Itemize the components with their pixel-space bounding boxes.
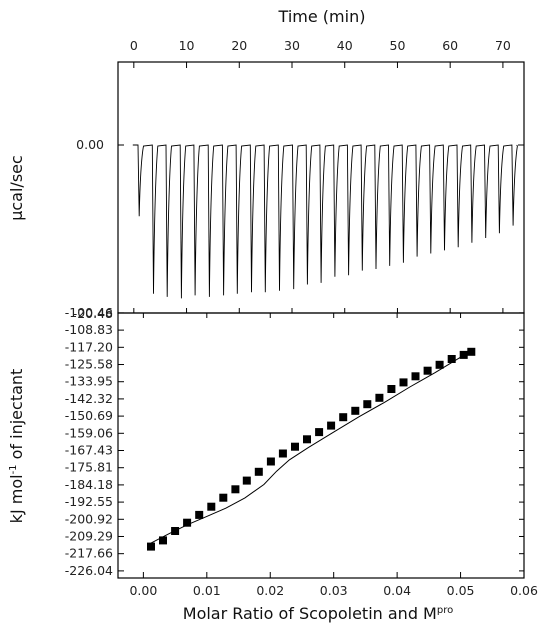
- data-point-square: [159, 536, 167, 545]
- bottom-y-tick-label: -209.29: [65, 528, 113, 543]
- data-point-square: [147, 542, 155, 551]
- bottom-x-tick-label: 0.04: [383, 583, 411, 598]
- data-point-square: [447, 355, 456, 363]
- data-point-square: [219, 493, 228, 502]
- bottom-y-tick-label: -159.06: [65, 425, 113, 440]
- data-point-square: [242, 476, 251, 485]
- bottom-y-tick-label: -175.81: [65, 460, 113, 475]
- top-x-tick-label: 70: [495, 38, 511, 53]
- data-points: [147, 347, 476, 551]
- data-point-square: [339, 413, 348, 422]
- data-point-square: [411, 372, 420, 381]
- top-panel-thermogram: Time (min) µcal/sec 0 10 20 30 40 50 60 70 0.00…: [7, 7, 525, 321]
- bottom-y-axis-title-suffix: of injectant: [7, 369, 26, 465]
- bottom-x-tick-label: 0.05: [447, 583, 475, 598]
- top-y-axis-title: µcal/sec: [7, 155, 26, 221]
- data-point-square: [266, 457, 275, 466]
- bottom-y-tick-label: -125.58: [65, 357, 113, 372]
- bottom-y-tick-label: -192.55: [65, 494, 113, 509]
- top-x-axis-title: Time (min): [278, 7, 366, 26]
- bottom-x-tick-label: 0.02: [256, 583, 284, 598]
- thermogram-trace: [132, 144, 518, 299]
- data-point-square: [278, 449, 287, 458]
- bottom-y-tick-label: -100.46: [65, 305, 113, 320]
- bottom-y-tick-label: -108.83: [65, 322, 113, 337]
- bottom-y-tick-label: -150.69: [65, 408, 113, 423]
- bottom-y-ticks: -100.46 -108.83 -117.20 -125.58 -133.95 -142.…: [65, 305, 524, 578]
- data-point-square: [467, 347, 476, 356]
- bottom-x-ticks: 0.00 0.01 0.02 0.03 0.04 0.05 0.06: [129, 313, 538, 598]
- top-y-ticks: 0.00 -20.48: [73, 137, 524, 321]
- data-point-square: [363, 400, 372, 409]
- bottom-y-tick-label: -167.43: [65, 442, 113, 457]
- data-point-square: [375, 393, 384, 402]
- data-point-square: [303, 435, 311, 444]
- bottom-y-tick-label: -117.20: [65, 339, 113, 354]
- bottom-y-axis-title: kJ mol-1 of injectant: [7, 369, 26, 524]
- bottom-y-tick-label: -200.92: [65, 511, 113, 526]
- data-point-square: [435, 360, 444, 369]
- data-point-square: [315, 428, 324, 437]
- bottom-y-axis-title-sup: -1: [8, 464, 19, 474]
- top-x-tick-label: 60: [442, 38, 458, 53]
- top-x-tick-label: 0: [130, 38, 138, 53]
- top-x-tick-label: 20: [231, 38, 247, 53]
- data-point-square: [459, 350, 468, 359]
- data-point-square: [195, 510, 204, 519]
- bottom-y-axis-title-main: kJ mol: [7, 474, 26, 523]
- bottom-plot-frame: [117, 312, 525, 579]
- bottom-x-tick-label: 0.00: [129, 583, 157, 598]
- bottom-x-tick-label: 0.06: [510, 583, 538, 598]
- top-x-ticks: 0 10 20 30 40 50 60 70: [130, 38, 511, 313]
- data-point-square: [327, 421, 336, 430]
- bottom-x-axis-title: Molar Ratio of Scopoletin and Mpro: [183, 604, 453, 623]
- data-point-square: [423, 366, 432, 375]
- bottom-panel-isotherm: 0.00 0.01 0.02 0.03 0.04 0.05 0.06 -100.46 -108…: [7, 305, 538, 623]
- data-point-square: [351, 406, 360, 415]
- top-y-tick-label-bottom: -20.48: [73, 306, 113, 321]
- top-x-tick-label: 40: [337, 38, 353, 53]
- data-point-square: [183, 518, 192, 527]
- top-y-tick-label-zero: 0.00: [76, 137, 104, 152]
- bottom-y-tick-label: -142.32: [65, 391, 113, 406]
- bottom-x-tick-label: 0.01: [193, 583, 221, 598]
- bottom-x-tick-label: 0.03: [320, 583, 348, 598]
- bottom-x-axis-title-main: Molar Ratio of Scopoletin and M: [183, 604, 437, 623]
- bottom-y-tick-label: -184.18: [65, 477, 113, 492]
- data-point-square: [291, 442, 299, 451]
- top-x-tick-label: 30: [284, 38, 300, 53]
- data-point-square: [254, 467, 263, 476]
- bottom-y-tick-label: -133.95: [65, 374, 113, 389]
- data-point-square: [171, 527, 180, 535]
- bottom-y-tick-label: -217.66: [65, 546, 113, 561]
- data-point-square: [387, 385, 396, 393]
- top-x-tick-label: 10: [179, 38, 195, 53]
- bottom-y-tick-label: -226.04: [65, 563, 113, 578]
- fit-curve: [150, 350, 472, 544]
- top-x-tick-label: 50: [390, 38, 406, 53]
- bottom-x-axis-title-sup: pro: [437, 605, 453, 616]
- data-point-square: [399, 378, 408, 387]
- data-point-square: [207, 502, 216, 511]
- data-point-square: [231, 485, 240, 494]
